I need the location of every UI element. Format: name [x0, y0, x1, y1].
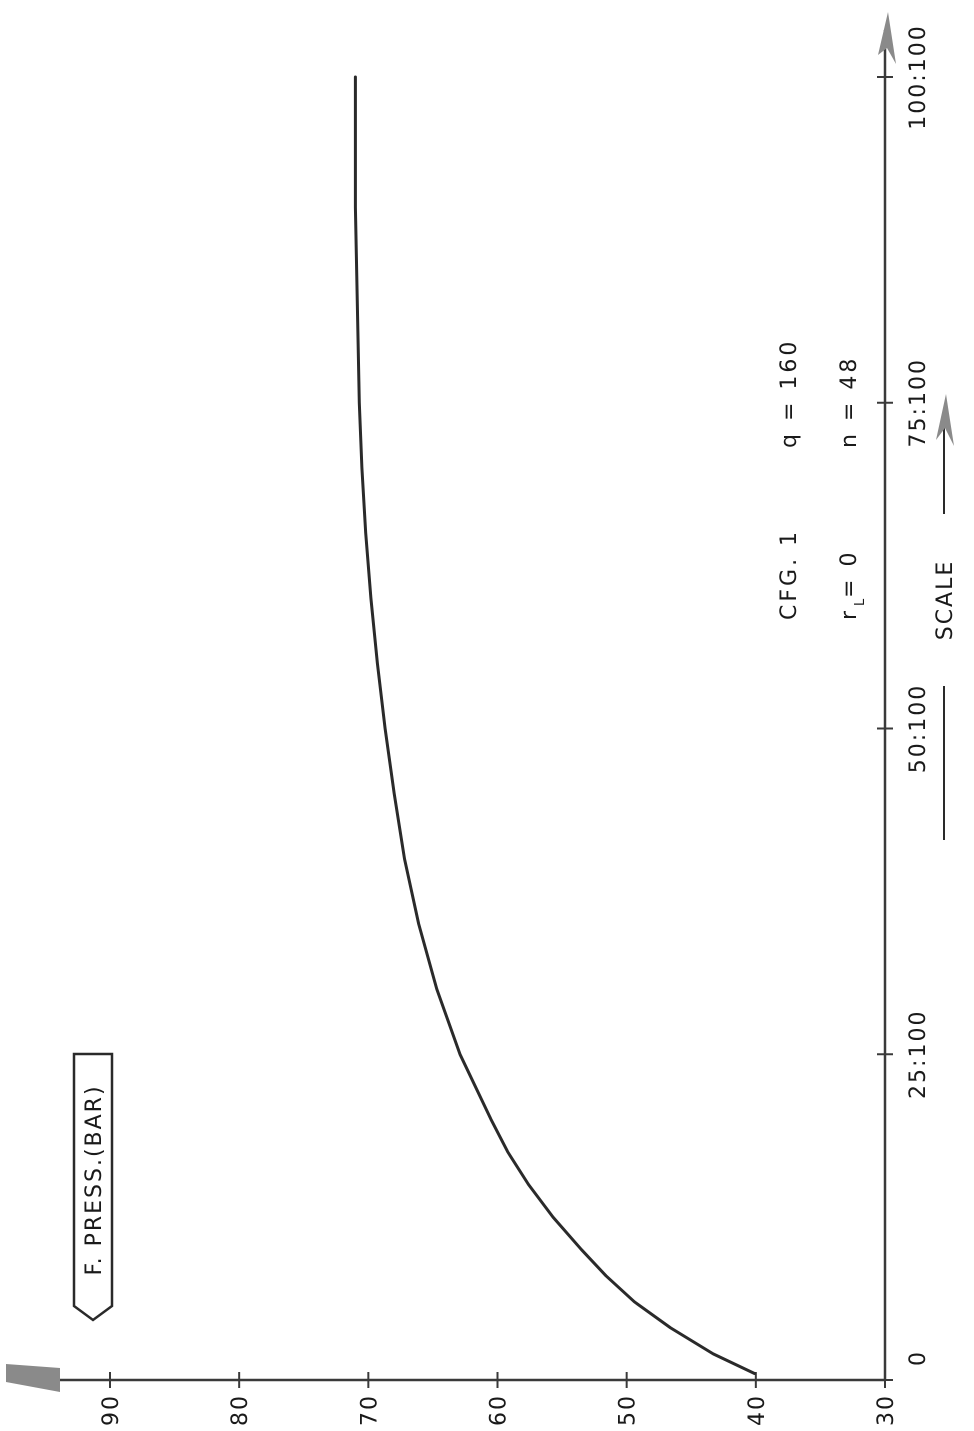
x-tick-label: 0	[906, 1350, 931, 1366]
annotation-r: r = 0 L	[837, 550, 868, 620]
annotation-r-text: r = 0	[837, 550, 862, 620]
y-axis-label: F. PRESS.(BAR)	[72, 1052, 114, 1322]
y-axis-arrow-icon	[6, 1364, 60, 1392]
x-tick-label: 50:100	[906, 684, 931, 773]
x-axis-label: SCALE	[933, 394, 958, 840]
series-line	[353, 75, 756, 1375]
x-axis-ticks: 0 25:100 50:100 75:100 100:100	[877, 24, 931, 1381]
annotation-n: n = 48	[837, 356, 862, 448]
y-tick-label: 70	[357, 1394, 382, 1426]
annotation-q: q = 160	[777, 339, 802, 448]
x-tick-label: 75:100	[906, 358, 931, 447]
x-label-arrow-icon	[936, 394, 954, 446]
x-tick-label: 100:100	[906, 24, 931, 129]
y-tick-label: 60	[487, 1394, 512, 1426]
y-tick-label: 80	[228, 1394, 253, 1426]
x-axis-arrow-icon	[878, 12, 896, 64]
annotation-cfg: CFG. 1	[777, 529, 802, 620]
y-tick-label: 50	[616, 1394, 641, 1426]
y-tick-label: 90	[99, 1394, 124, 1426]
x-tick-label: 25:100	[906, 1010, 931, 1099]
annotation-r-subscript: L	[853, 596, 868, 606]
y-tick-label: 40	[745, 1394, 770, 1426]
y-axis-label-box	[72, 1052, 114, 1322]
axes	[6, 12, 896, 1392]
y-tick-label: 30	[874, 1394, 899, 1426]
x-axis-label-text: SCALE	[933, 560, 958, 641]
y-axis-ticks: 30 40 50 60 70 80 90	[99, 1372, 899, 1426]
y-axis-label-text: F. PRESS.(BAR)	[82, 1084, 107, 1275]
